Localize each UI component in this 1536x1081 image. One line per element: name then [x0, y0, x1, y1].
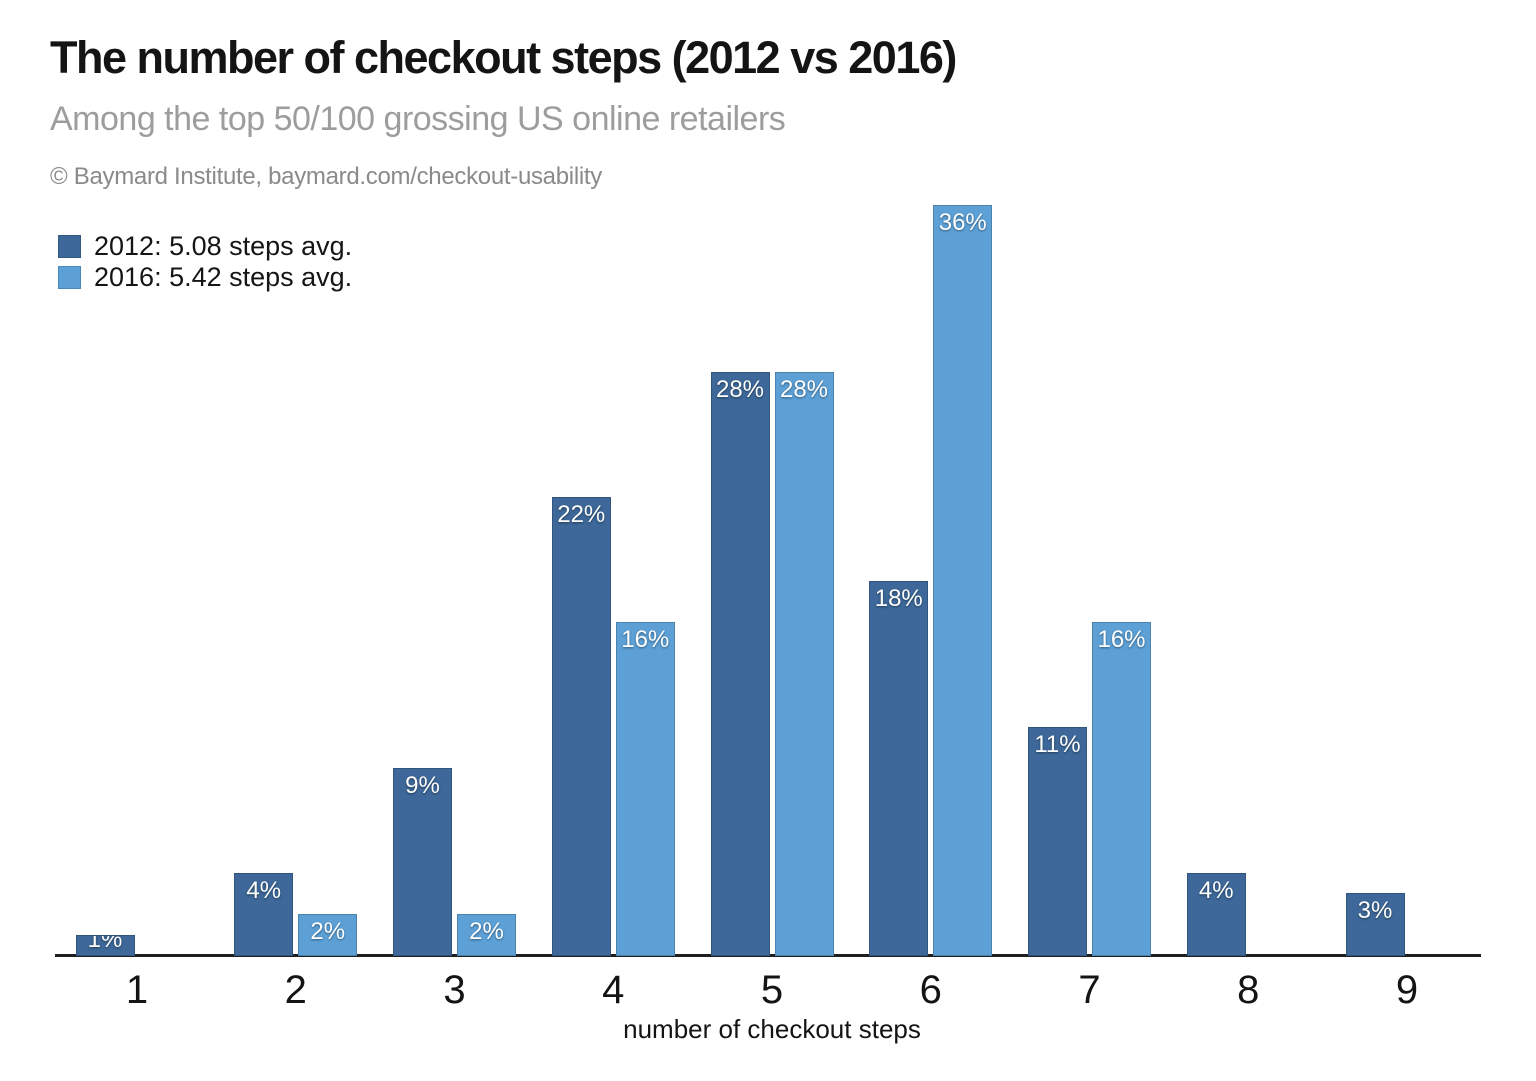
- x-tick-1: 1: [125, 968, 149, 1012]
- bar-2016-step-4: 16%: [615, 622, 675, 956]
- bar-2012-step-3: 9%: [393, 768, 452, 956]
- legend: 2012: 5.08 steps avg. 2016: 5.42 steps a…: [58, 231, 352, 293]
- bar-value-label: 16%: [621, 626, 670, 653]
- bar-2016-step-5: 28%: [774, 372, 834, 956]
- x-axis-title: number of checkout steps: [623, 1014, 921, 1044]
- bar-value-label: 9%: [405, 772, 440, 799]
- x-tick-2: 2: [284, 968, 307, 1012]
- x-tick-8: 8: [1237, 968, 1260, 1012]
- x-tick-6: 6: [919, 968, 942, 1012]
- chart-subtitle: Among the top 50/100 grossing US online …: [50, 100, 786, 138]
- bar-2012-step-2: 4%: [234, 873, 294, 956]
- bar-value-label: 2%: [310, 918, 346, 945]
- bar-2012-step-9: 3%: [1345, 893, 1405, 956]
- bar-value-label: 18%: [874, 585, 923, 612]
- x-tick-5: 5: [760, 968, 784, 1012]
- bar-value-label: 16%: [1097, 626, 1146, 653]
- bar-2012-step-6: 18%: [869, 581, 929, 956]
- x-tick-7: 7: [1078, 968, 1101, 1012]
- bar-value-label: 11%: [1034, 731, 1081, 758]
- bar-2012-step-4: 22%: [551, 497, 611, 956]
- bar-2012-step-8: 4%: [1186, 873, 1246, 956]
- bar-2012-step-7: 11%: [1028, 727, 1087, 956]
- bar-2016-step-3: 2%: [457, 914, 516, 956]
- bar-value-label: 4%: [1198, 877, 1234, 904]
- bar-value-label: 1%: [87, 935, 123, 953]
- bar-value-label: 36%: [938, 209, 987, 236]
- bar-2012-step-5: 28%: [710, 372, 770, 956]
- bar-value-label: 2%: [469, 918, 504, 945]
- x-tick-4: 4: [602, 968, 625, 1012]
- legend-swatch-2016-icon: [58, 266, 81, 289]
- legend-item-2012: 2012: 5.08 steps avg.: [58, 231, 352, 262]
- x-tick-3: 3: [443, 968, 466, 1012]
- bar-value-label: 22%: [557, 501, 606, 528]
- legend-label-2016: 2016: 5.42 steps avg.: [94, 262, 353, 292]
- bar-2016-step-7: 16%: [1092, 622, 1151, 956]
- attribution-line: © Baymard Institute, baymard.com/checkou…: [50, 163, 602, 190]
- chart-title: The number of checkout steps (2012 vs 20…: [50, 32, 957, 83]
- legend-label-2012: 2012: 5.08 steps avg.: [94, 231, 353, 261]
- legend-item-2016: 2016: 5.42 steps avg.: [58, 262, 352, 293]
- bar-2012-step-1: 1%: [75, 935, 135, 956]
- x-tick-9: 9: [1395, 968, 1419, 1012]
- bar-value-label: 3%: [1357, 897, 1393, 924]
- bar-2016-step-2: 2%: [298, 914, 358, 956]
- bar-value-label: 4%: [246, 877, 282, 904]
- bar-value-label: 28%: [715, 376, 765, 403]
- bar-value-label: 28%: [779, 376, 829, 403]
- legend-swatch-2012-icon: [58, 235, 81, 258]
- bar-2016-step-6: 36%: [933, 205, 993, 956]
